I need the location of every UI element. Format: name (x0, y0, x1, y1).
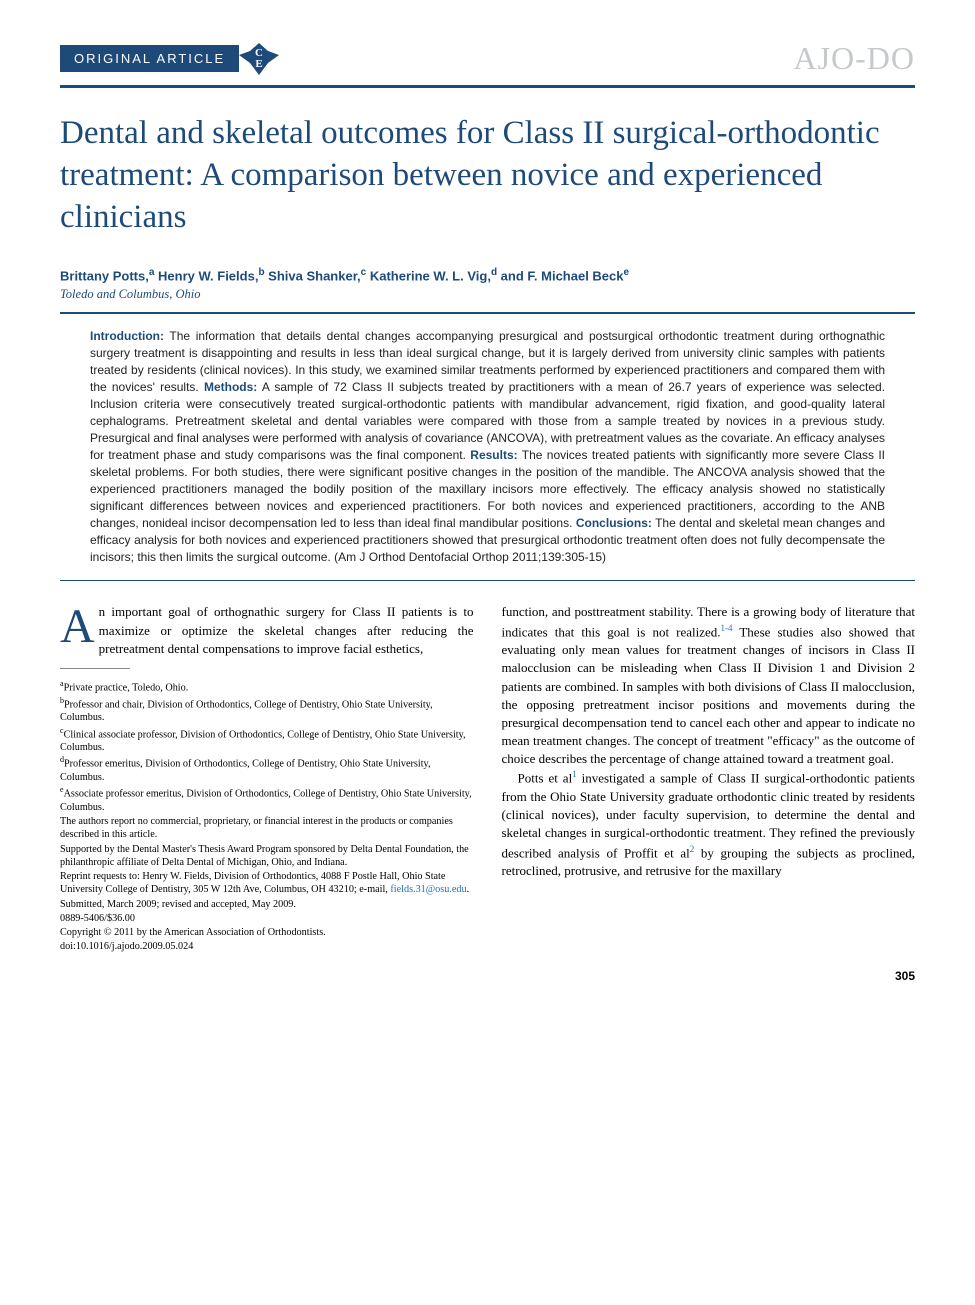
journal-page: ORIGINAL ARTICLE C E AJO-DO Dental and s… (0, 0, 975, 1013)
footnotes-block: aPrivate practice, Toledo, Ohio. bProfes… (60, 679, 474, 954)
footnote-reprint: Reprint requests to: Henry W. Fields, Di… (60, 870, 474, 897)
dropcap: A (60, 603, 99, 648)
body-columns: An important goal of orthognathic surger… (60, 603, 915, 954)
header-rule (60, 85, 915, 88)
footnote-submitted: Submitted, March 2009; revised and accep… (60, 898, 474, 911)
page-number: 305 (60, 969, 915, 983)
footnote-a: aPrivate practice, Toledo, Ohio. (60, 679, 474, 695)
footnote-copyright: Copyright © 2011 by the American Associa… (60, 926, 474, 939)
abstract-conclusions-label: Conclusions: (576, 516, 652, 530)
article-title: Dental and skeletal outcomes for Class I… (60, 112, 915, 239)
footnote-b: bProfessor and chair, Division of Orthod… (60, 696, 474, 725)
body-para-2: Potts et al1 investigated a sample of Cl… (502, 768, 916, 880)
header-bar: ORIGINAL ARTICLE C E AJO-DO (60, 40, 915, 77)
body-para-1: function, and posttreatment stability. T… (502, 603, 916, 768)
abstract-bottom-rule (60, 580, 915, 582)
abstract-methods-label: Methods: (204, 380, 257, 394)
footnote-disclosure: The authors report no commercial, propri… (60, 815, 474, 842)
reprint-email-link[interactable]: fields.31@osu.edu (390, 884, 466, 895)
intro-text: n important goal of orthognathic surgery… (99, 604, 474, 655)
author-list: Brittany Potts,a Henry W. Fields,b Shiva… (60, 267, 915, 283)
affiliation-city: Toledo and Columbus, Ohio (60, 287, 915, 302)
svg-text:E: E (256, 58, 263, 70)
article-type-badge: ORIGINAL ARTICLE (60, 45, 239, 72)
intro-paragraph: An important goal of orthognathic surger… (60, 603, 474, 658)
footnote-issn: 0889-5406/$36.00 (60, 912, 474, 925)
abstract-block: Introduction: The information that detai… (60, 328, 915, 566)
journal-logo: AJO-DO (793, 40, 915, 77)
abstract-intro-label: Introduction: (90, 329, 164, 343)
column-right: function, and posttreatment stability. T… (502, 603, 916, 954)
footnote-c: cClinical associate professor, Division … (60, 726, 474, 755)
abstract-top-rule (60, 312, 915, 314)
footnote-rule (60, 668, 130, 669)
abstract-results-label: Results: (470, 448, 517, 462)
footnote-d: dProfessor emeritus, Division of Orthodo… (60, 755, 474, 784)
footnote-support: Supported by the Dental Master's Thesis … (60, 843, 474, 870)
footnote-doi: doi:10.1016/j.ajodo.2009.05.024 (60, 940, 474, 953)
column-left: An important goal of orthognathic surger… (60, 603, 474, 954)
ce-badge-icon: C E (237, 41, 281, 77)
footnote-e: eAssociate professor emeritus, Division … (60, 785, 474, 814)
